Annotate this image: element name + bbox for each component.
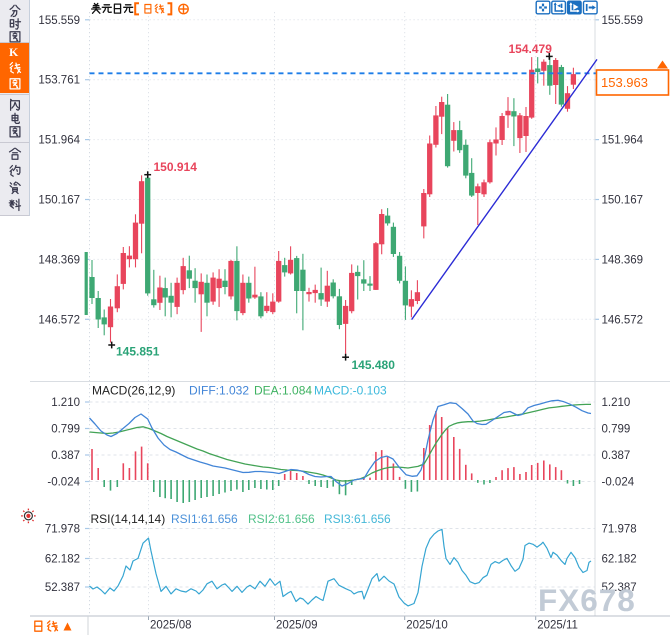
- svg-text:151.964: 151.964: [38, 135, 80, 147]
- svg-text:FX678: FX678: [538, 582, 636, 618]
- svg-text:148.369: 148.369: [38, 254, 80, 266]
- svg-text:RSI2:61.656: RSI2:61.656: [248, 512, 315, 526]
- svg-text:MACD:-0.103: MACD:-0.103: [314, 384, 387, 398]
- svg-text:148.369: 148.369: [602, 254, 644, 266]
- svg-text:71.978: 71.978: [45, 524, 80, 536]
- svg-text:150.167: 150.167: [602, 195, 644, 207]
- svg-text:62.182: 62.182: [45, 554, 80, 566]
- svg-text:146.572: 146.572: [38, 314, 80, 326]
- svg-text:2025/11: 2025/11: [537, 620, 578, 632]
- svg-text:0.799: 0.799: [51, 424, 80, 436]
- svg-text:1.210: 1.210: [51, 397, 80, 409]
- svg-text:151.964: 151.964: [602, 135, 644, 147]
- svg-text:2025/09: 2025/09: [276, 620, 318, 632]
- svg-text:153.761: 153.761: [38, 75, 80, 87]
- svg-text:-0.024: -0.024: [47, 477, 80, 489]
- svg-text:52.387: 52.387: [45, 582, 80, 594]
- svg-text:1.210: 1.210: [602, 397, 631, 409]
- svg-text:-0.024: -0.024: [602, 477, 635, 489]
- svg-text:DEA:1.084: DEA:1.084: [254, 384, 312, 398]
- svg-text:RSI3:61.656: RSI3:61.656: [324, 512, 391, 526]
- svg-text:150.167: 150.167: [38, 195, 80, 207]
- svg-text:MACD(26,12,9): MACD(26,12,9): [92, 384, 175, 398]
- svg-text:62.182: 62.182: [602, 554, 637, 566]
- svg-text:0.387: 0.387: [602, 450, 631, 462]
- svg-text:153.963: 153.963: [601, 75, 648, 90]
- svg-text:0.387: 0.387: [51, 450, 80, 462]
- svg-text:0.799: 0.799: [602, 424, 631, 436]
- svg-text:2025/08: 2025/08: [150, 620, 192, 632]
- svg-text:155.559: 155.559: [602, 15, 644, 27]
- svg-text:RSI1:61.656: RSI1:61.656: [171, 512, 238, 526]
- svg-text:71.978: 71.978: [602, 524, 637, 536]
- svg-text:2025/10: 2025/10: [406, 620, 448, 632]
- svg-text:146.572: 146.572: [602, 314, 644, 326]
- svg-text:RSI(14,14,14): RSI(14,14,14): [91, 512, 166, 526]
- svg-text:154.479: 154.479: [509, 42, 553, 56]
- svg-text:DIFF:1.032: DIFF:1.032: [189, 384, 249, 398]
- svg-text:52.387: 52.387: [602, 582, 637, 594]
- svg-text:145.480: 145.480: [352, 358, 396, 372]
- svg-text:145.851: 145.851: [116, 345, 160, 359]
- svg-text:150.914: 150.914: [154, 160, 198, 174]
- svg-text:155.559: 155.559: [38, 15, 80, 27]
